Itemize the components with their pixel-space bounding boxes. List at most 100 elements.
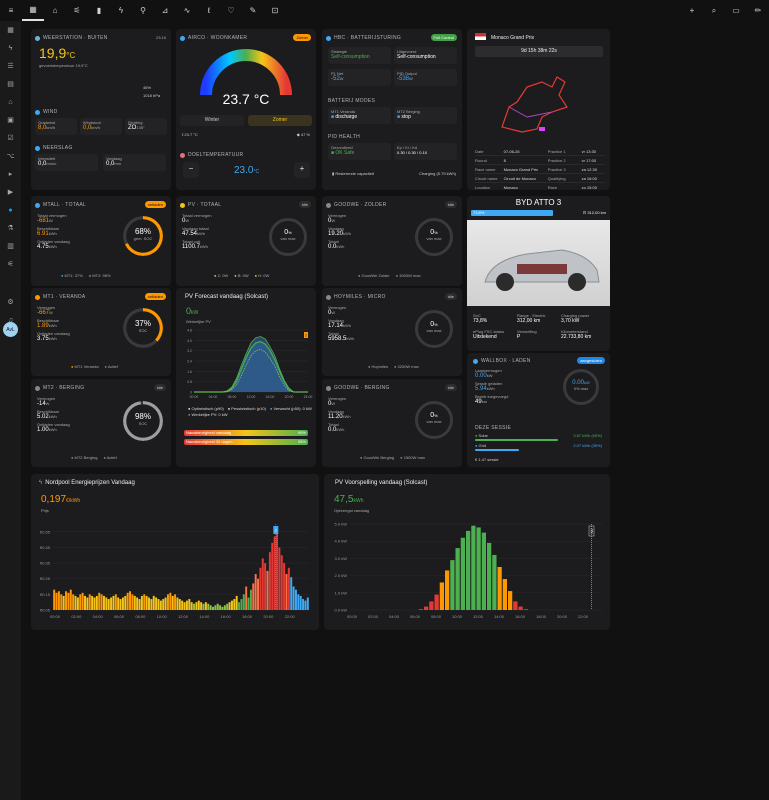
price-bar xyxy=(162,599,165,610)
decrease-button[interactable]: − xyxy=(183,162,199,178)
x-tick-label: 20:00 xyxy=(285,395,294,399)
terminal-icon[interactable]: ▸ xyxy=(8,171,13,178)
code-icon[interactable]: ⌥ xyxy=(6,153,15,160)
home-icon[interactable]: ⌂ xyxy=(52,6,58,15)
y-tick-label: 2.0 kW xyxy=(335,573,348,578)
forecast-bar xyxy=(481,532,486,610)
x-tick-label: 04:00 xyxy=(389,614,400,619)
byd-card: BYD ATTO 3 73,8% ⊡ 312,00 km SoC 73,8% Ran… xyxy=(467,196,610,351)
network-icon[interactable]: ⚟ xyxy=(7,261,14,268)
now-marker xyxy=(273,526,279,534)
chart-icon[interactable]: ⊿ xyxy=(161,6,169,15)
price-bar xyxy=(157,599,160,610)
price-bar xyxy=(84,595,86,610)
network-icon[interactable]: ⚟ xyxy=(73,6,81,15)
logbook-icon[interactable]: ☰ xyxy=(7,63,14,70)
forecast-bar xyxy=(518,606,523,610)
increase-button[interactable]: + xyxy=(294,162,310,178)
top-toolbar: ≡ ▦ ⌂ ⚟ ▮ ϟ ⚲ ⊿ ∿ ℓ ♡ ✎ ⊡ + ⌕ ▭ ✏ xyxy=(0,0,769,21)
heart-icon[interactable]: ♡ xyxy=(227,6,235,15)
price-bar xyxy=(233,599,236,610)
price-bar xyxy=(126,592,129,610)
plus-icon[interactable]: + xyxy=(689,6,695,15)
price-bar xyxy=(238,602,241,610)
battery-icon xyxy=(35,385,40,391)
price-bar xyxy=(57,591,60,610)
y-tick-label: 4.0 xyxy=(187,339,192,343)
pv-forecast-chart: 0.0 kW 1.0 kW 2.0 kW 3.0 kW 4.0 kW 5.0 kW 00:0… xyxy=(335,522,602,619)
price-bar xyxy=(121,597,124,610)
history-icon[interactable]: ▤ xyxy=(7,81,14,88)
avatar[interactable]: AvL xyxy=(3,322,18,337)
price-bar xyxy=(188,599,191,610)
y-tick-label: 3.0 kW xyxy=(335,556,348,561)
dashboard-icon[interactable]: ▦ xyxy=(7,27,14,34)
trend-icon[interactable]: ∿ xyxy=(183,6,191,15)
chat-icon[interactable]: ▭ xyxy=(732,6,740,15)
hacs-icon[interactable]: ● xyxy=(8,206,13,214)
pv-total-card: PV · TOTAAL idle Totaal vermogen 0W Vanda… xyxy=(176,196,316,286)
y-tick-label: 0.8 xyxy=(187,380,192,384)
todo-icon[interactable]: ☑ xyxy=(7,135,14,142)
price-bar xyxy=(74,595,77,610)
bell-icon[interactable]: ♫ xyxy=(7,316,14,324)
calendar-icon[interactable]: ▣ xyxy=(7,117,14,124)
x-tick-label: 00:00 xyxy=(190,395,199,399)
bolt-icon: ϟ xyxy=(39,480,43,486)
battery-icon xyxy=(326,35,331,41)
grid-icon[interactable]: ▦ xyxy=(22,0,44,21)
pencil-icon[interactable]: ✏ xyxy=(754,6,762,15)
forecast-bar xyxy=(439,582,444,610)
price-bar xyxy=(306,597,309,610)
price-bar xyxy=(223,605,226,610)
price-bar xyxy=(209,605,212,610)
soc-ring xyxy=(123,216,163,256)
x-tick-label: 10:00 xyxy=(157,614,168,619)
wrench-icon[interactable]: ✎ xyxy=(249,6,257,15)
book-icon[interactable]: ▥ xyxy=(7,243,14,250)
price-bar xyxy=(290,577,293,610)
search-icon[interactable]: ⌕ xyxy=(711,5,717,15)
legend-entry: ● Werkelijke PV: 0 kW xyxy=(188,412,228,417)
price-bar xyxy=(185,600,188,610)
solar-share-bar xyxy=(475,439,558,441)
f1-card: Monaco Grand Prix 9d 15h 38m 22s Date 07-… xyxy=(467,29,610,190)
menu-icon[interactable]: ≡ xyxy=(8,6,14,15)
x-tick-label: 02:00 xyxy=(368,614,379,619)
price-bar xyxy=(100,594,103,610)
wind-gust: Windstoot 0,0km/h xyxy=(80,118,122,135)
energy-icon[interactable]: ϟ xyxy=(8,44,13,52)
price-bar xyxy=(261,558,264,610)
forecast-bar xyxy=(513,601,518,610)
y-tick-label: €0.05 xyxy=(40,608,51,613)
home-icon[interactable]: ⌂ xyxy=(8,98,13,106)
price-bar xyxy=(193,603,196,610)
now-marker xyxy=(304,332,308,338)
thermometer-icon[interactable]: ℓ xyxy=(207,6,211,15)
gear-icon[interactable]: ⚙ xyxy=(7,299,14,306)
forecast-bar xyxy=(487,542,492,610)
zomer-button[interactable]: Zomer xyxy=(248,115,312,126)
price-bar xyxy=(164,597,167,610)
price-bar xyxy=(105,597,108,610)
media-icon[interactable]: ▶ xyxy=(7,189,14,196)
car-stat: Charging power 3,70 kW xyxy=(561,313,590,324)
x-tick-label: 16:00 xyxy=(515,614,526,619)
price-bar xyxy=(249,589,252,610)
bolt-icon[interactable]: ϟ xyxy=(118,6,124,15)
pv-forecast-card: PV Voorspelling vandaag (Solcast) 47,5kW… xyxy=(324,474,610,630)
car-icon[interactable]: ⊡ xyxy=(271,6,279,15)
flask-icon[interactable]: ⚗ xyxy=(7,225,14,232)
price-bar xyxy=(114,594,117,610)
plug-icon[interactable]: ⚲ xyxy=(140,6,146,15)
hbc-card: HBC · BATTERIJSTURING Full Control Strat… xyxy=(322,29,462,190)
battery-icon[interactable]: ▮ xyxy=(96,6,102,15)
now-marker-label: 2 xyxy=(305,334,307,338)
car-stat: Kilometerstand 22.733,80 km xyxy=(561,329,592,340)
winter-button[interactable]: Winter xyxy=(180,115,244,126)
x-tick-label: 18:00 xyxy=(242,614,253,619)
price-bar xyxy=(95,595,98,610)
p10-line xyxy=(194,348,308,393)
price-bar xyxy=(181,600,184,610)
price-bar xyxy=(159,600,162,610)
